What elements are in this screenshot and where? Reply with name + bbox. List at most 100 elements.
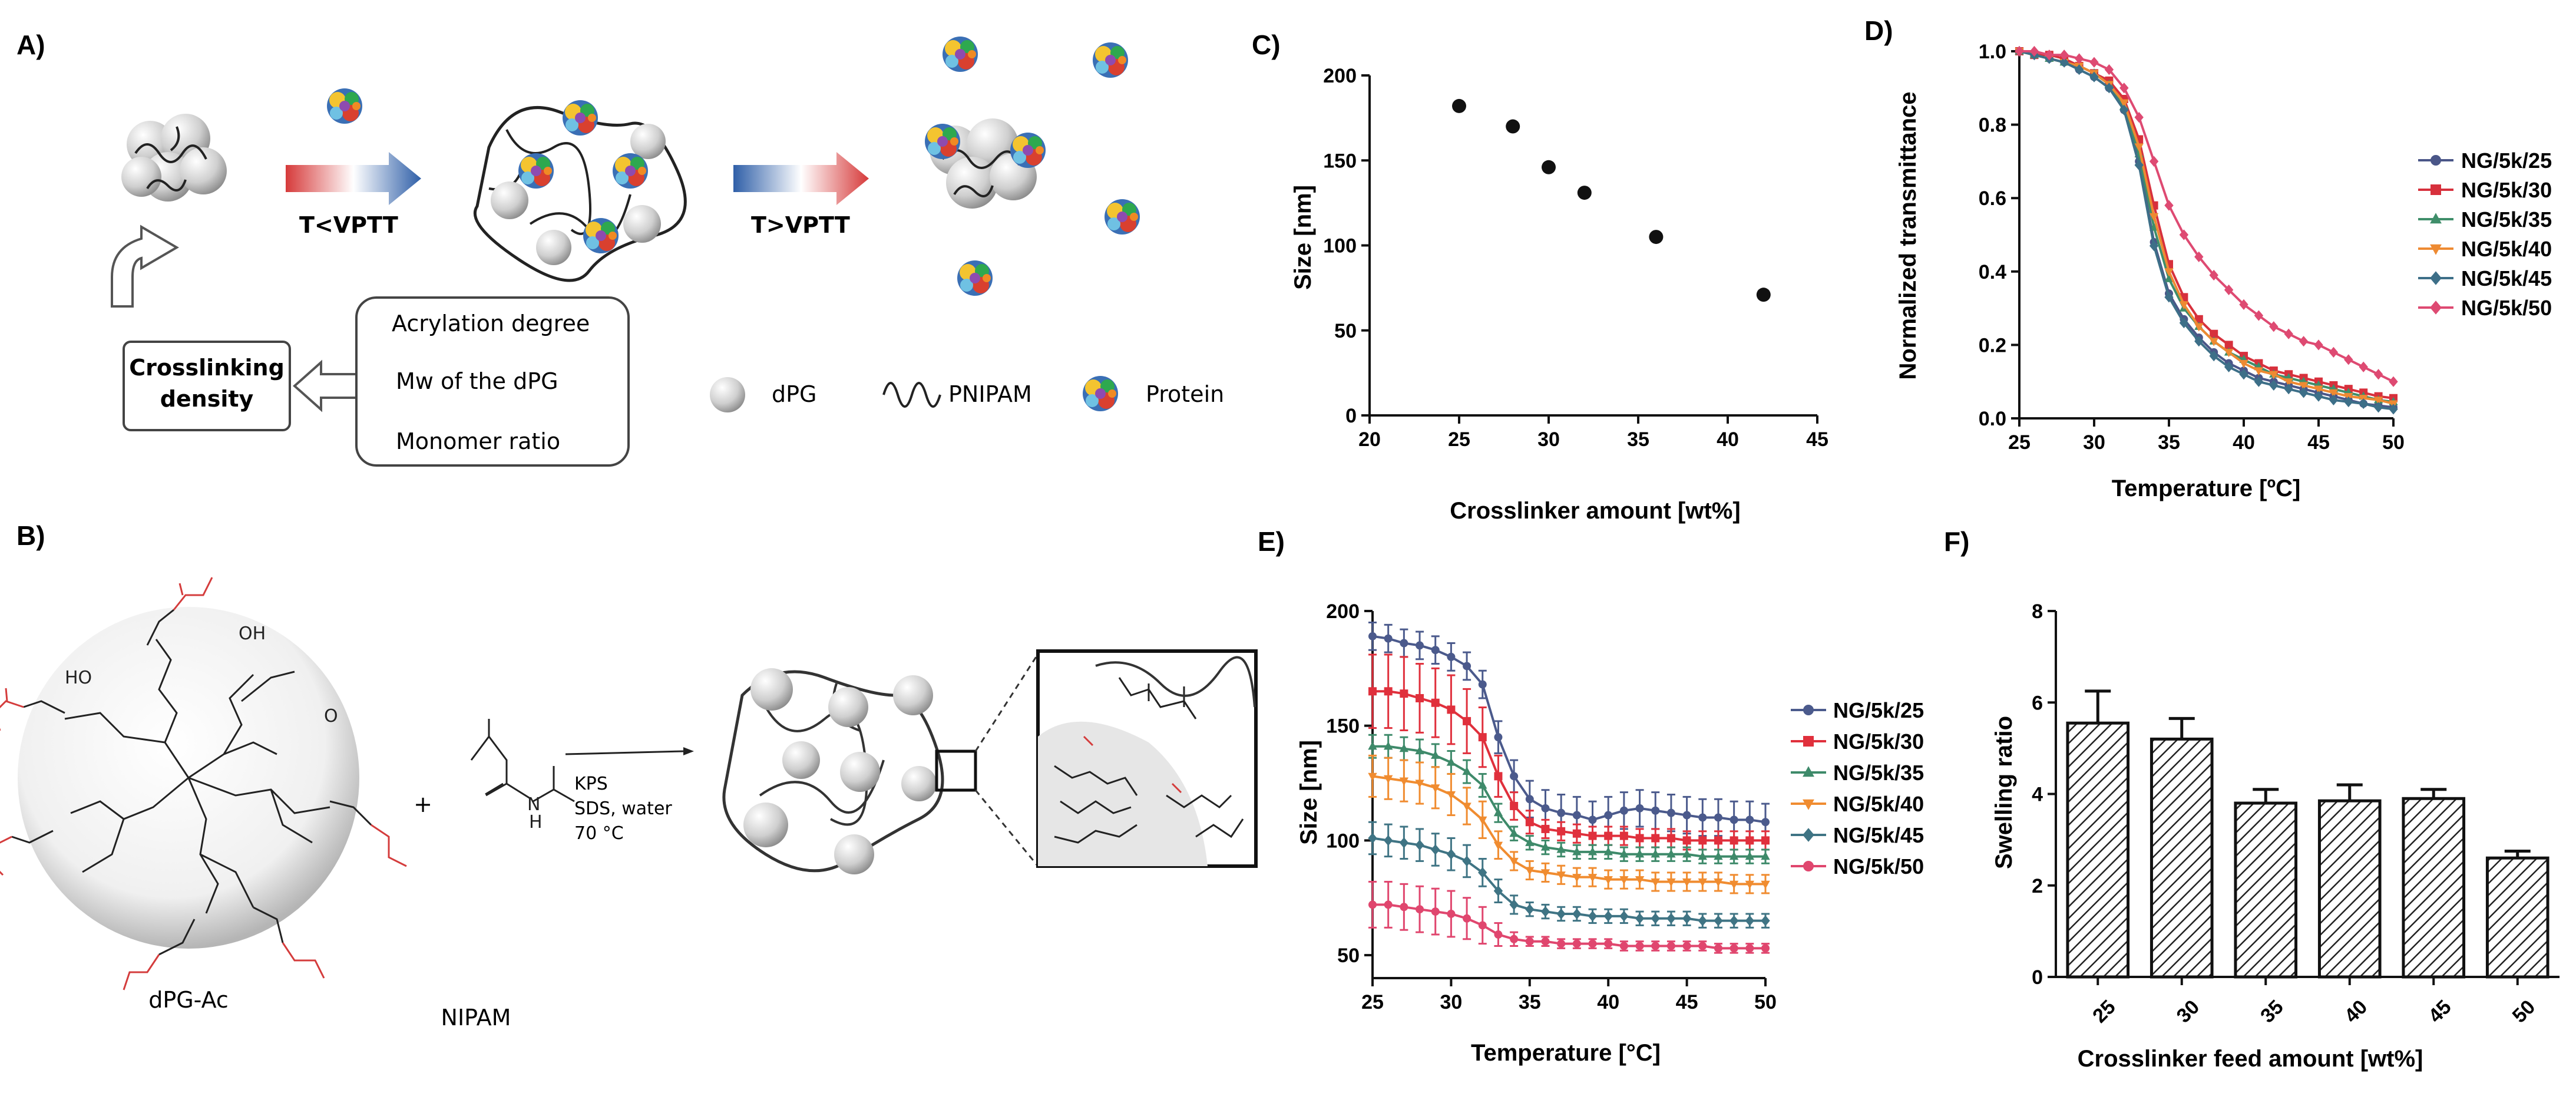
data-point bbox=[2373, 369, 2383, 380]
data-point bbox=[1446, 757, 1456, 766]
x-tick-label: 25 bbox=[2008, 431, 2031, 454]
data-point bbox=[1478, 680, 1487, 689]
x-tick-label: 50 bbox=[1754, 991, 1777, 1013]
bar bbox=[2485, 856, 2549, 979]
data-point bbox=[1368, 632, 1377, 640]
legend-marker bbox=[2430, 155, 2441, 166]
data-point bbox=[2314, 391, 2323, 402]
data-point bbox=[1557, 939, 1566, 948]
legend-pnipam-icon bbox=[882, 382, 941, 408]
data-point bbox=[1431, 698, 1440, 707]
data-point bbox=[1651, 913, 1660, 924]
data-point bbox=[2134, 112, 2144, 123]
data-point bbox=[2314, 339, 2323, 351]
data-point bbox=[1446, 848, 1456, 860]
data-point bbox=[1525, 837, 1535, 846]
panel-e-plot: 50 100 150 200 25 30 35 40 45 50 bbox=[1326, 600, 1777, 1013]
data-point bbox=[1761, 851, 1770, 860]
data-point bbox=[1714, 851, 1723, 860]
t-lt-vptt-label: T<VPTT bbox=[299, 212, 398, 238]
data-point bbox=[2239, 299, 2248, 310]
x-tick-label: 30 bbox=[1537, 428, 1560, 451]
legend-marker bbox=[1803, 799, 1814, 810]
protein-icon bbox=[327, 88, 362, 124]
data-point bbox=[2224, 284, 2234, 296]
panel-c-plot: 0 50 100 150 200 20 25 30 35 40 45 bbox=[1323, 65, 1828, 451]
data-point bbox=[2179, 317, 2189, 329]
data-point bbox=[2194, 336, 2204, 347]
data-point bbox=[1572, 811, 1581, 820]
legend-marker bbox=[2430, 271, 2442, 285]
x-tick-label: 35 bbox=[2256, 996, 2288, 1028]
panel-d-ylabel: Normalized transmittance bbox=[1895, 91, 1921, 379]
data-point bbox=[1399, 837, 1409, 848]
data-point bbox=[2179, 229, 2189, 240]
data-point bbox=[1745, 815, 1754, 824]
data-point bbox=[1619, 849, 1629, 858]
data-point bbox=[1619, 942, 1628, 950]
data-point bbox=[1431, 907, 1440, 916]
data-point bbox=[1525, 818, 1534, 827]
data-point bbox=[2119, 82, 2129, 94]
data-point bbox=[2389, 404, 2398, 415]
data-point bbox=[2059, 49, 2069, 61]
data-point bbox=[1478, 780, 1487, 789]
data-point bbox=[2134, 160, 2144, 171]
legend-marker bbox=[1803, 828, 1814, 842]
data-point bbox=[1447, 705, 1456, 714]
x-tick-label: 40 bbox=[1597, 991, 1619, 1013]
data-point bbox=[1603, 876, 1613, 884]
data-point bbox=[2344, 354, 2353, 365]
legend-pnipam-label: PNIPAM bbox=[948, 381, 1032, 407]
data-point bbox=[1603, 910, 1613, 922]
panel-c-label: C) bbox=[1252, 29, 1281, 60]
data-point bbox=[2164, 268, 2174, 277]
data-point bbox=[1416, 641, 1424, 650]
x-tick-label: 50 bbox=[2382, 431, 2405, 454]
data-point bbox=[1619, 910, 1629, 922]
data-point bbox=[1666, 834, 1675, 843]
legend-label: NG/5k/35 bbox=[2461, 207, 2552, 232]
legend-marker bbox=[1803, 861, 1814, 871]
data-point bbox=[2373, 402, 2383, 413]
data-point bbox=[1509, 828, 1519, 837]
data-point bbox=[2359, 361, 2368, 372]
data-point bbox=[1506, 119, 1520, 134]
y-tick-label: 0.8 bbox=[1979, 114, 2006, 137]
legend-label: NG/5k/30 bbox=[2461, 178, 2552, 202]
legend-label: NG/5k/25 bbox=[1833, 698, 1924, 722]
data-point bbox=[1577, 186, 1592, 200]
panel-a-label: A) bbox=[16, 29, 45, 60]
dpg-ac-label: dPG-Ac bbox=[148, 987, 229, 1013]
crosslinking-density-box bbox=[123, 341, 291, 431]
data-point bbox=[1478, 867, 1487, 878]
legend-marker bbox=[2430, 244, 2442, 255]
data-point bbox=[1730, 836, 1738, 845]
panel-f-ylabel: Swelling ratio bbox=[1991, 716, 2017, 869]
y-tick-label: 2 bbox=[2032, 875, 2043, 897]
data-point bbox=[1416, 905, 1424, 914]
x-tick-label: 25 bbox=[1361, 991, 1384, 1013]
data-point bbox=[1635, 942, 1644, 950]
data-point bbox=[1556, 908, 1566, 920]
data-point bbox=[1714, 878, 1723, 887]
data-point bbox=[1525, 867, 1535, 876]
data-point bbox=[1666, 913, 1676, 924]
series-line bbox=[2019, 50, 2394, 411]
data-point bbox=[2284, 378, 2293, 387]
data-point bbox=[2239, 359, 2248, 368]
x-tick-label: 45 bbox=[2307, 431, 2330, 454]
data-point bbox=[1447, 909, 1456, 918]
y-tick-label: 6 bbox=[2032, 692, 2043, 714]
legend-protein-label: Protein bbox=[1146, 381, 1224, 407]
data-point bbox=[2149, 156, 2159, 167]
data-point bbox=[1682, 836, 1691, 845]
y-tick-label: 0.0 bbox=[1979, 408, 2006, 430]
x-tick-label: 40 bbox=[1717, 428, 1739, 451]
legend-label: NG/5k/50 bbox=[1833, 854, 1924, 879]
data-point bbox=[1494, 733, 1503, 742]
data-point bbox=[1510, 935, 1519, 943]
y-tick-label: 0.2 bbox=[1979, 334, 2006, 356]
